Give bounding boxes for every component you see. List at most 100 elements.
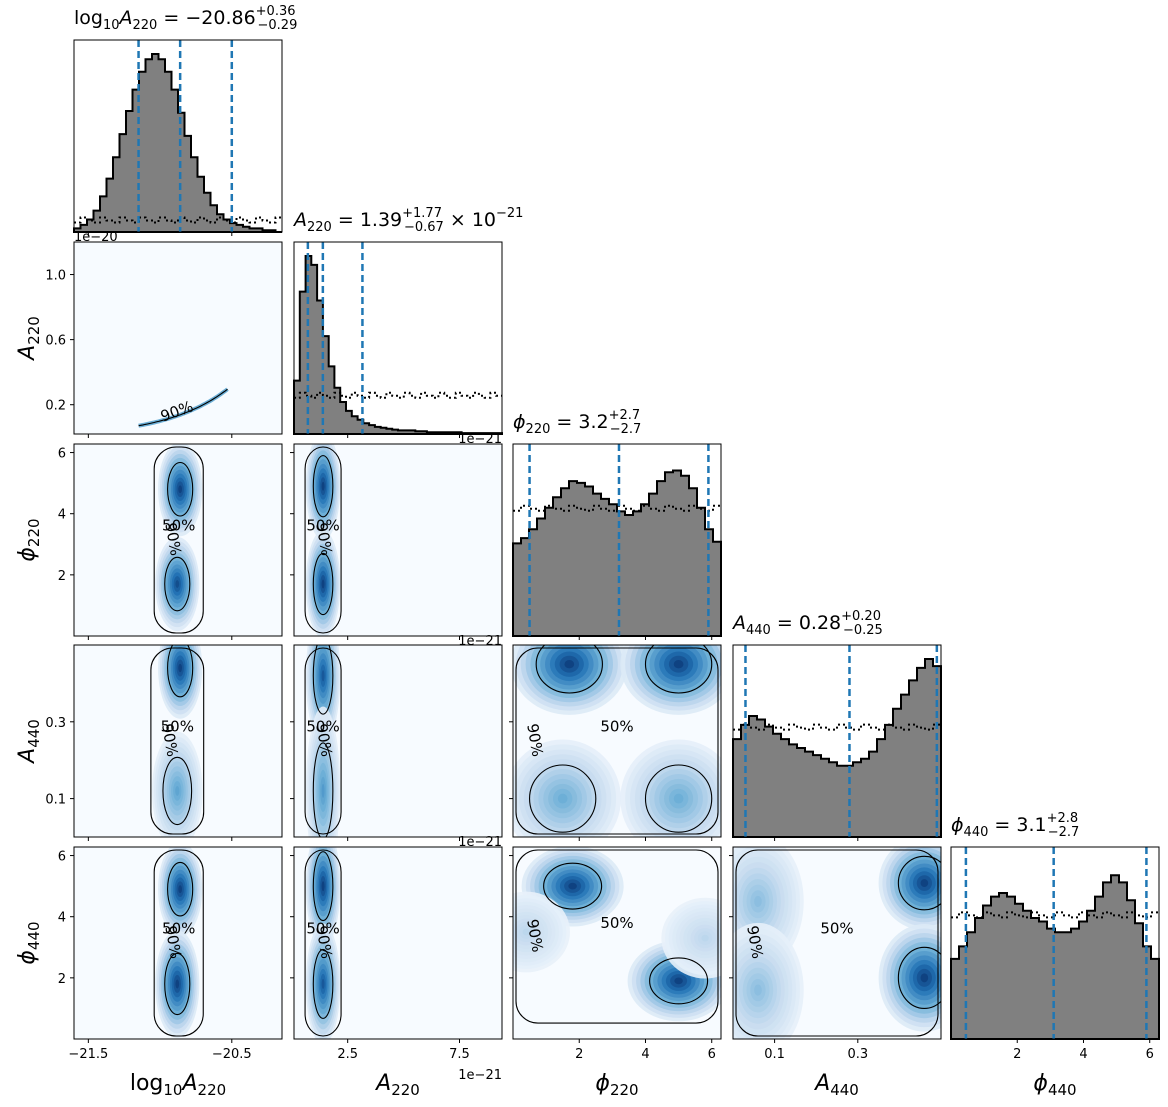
contour-50 [312, 851, 334, 922]
density-layer [920, 973, 929, 983]
panel-frame [950, 846, 1160, 1040]
y-axis-label: A440 [15, 719, 43, 765]
density-map [304, 444, 342, 636]
contour-50 [529, 764, 597, 833]
contour-90 [304, 849, 342, 1037]
contour-50 [164, 952, 191, 1016]
y-tick-label: 4 [58, 911, 66, 926]
contour-label-90: 90% [161, 924, 185, 960]
density-layer [754, 895, 762, 908]
y-tick-label: 0.6 [45, 334, 66, 349]
contour-50 [167, 645, 194, 698]
x-tick-label: 2 [575, 1047, 583, 1062]
panel-frame [73, 644, 283, 838]
contour-50 [897, 946, 941, 1009]
density-layer [321, 881, 325, 892]
prior-histogram [74, 216, 282, 224]
contour-90 [515, 849, 719, 1024]
contour-50 [167, 861, 194, 917]
x-tick-label: −20.5 [212, 1047, 252, 1062]
panel-frame [293, 644, 503, 838]
panel-frame [732, 644, 942, 838]
density-layer [175, 979, 180, 989]
x-tick-label: 6 [1146, 1047, 1154, 1062]
panel-frame [293, 443, 503, 637]
panel-title: log10A220 = −20.86+0.36 −0.29 [74, 4, 297, 33]
density-map [733, 847, 941, 1039]
y-axis-label: ϕ220 [15, 518, 43, 561]
density-map [138, 387, 229, 428]
contour-50 [312, 742, 334, 837]
x-tick-label: −21.5 [68, 1047, 108, 1062]
contour-label-90: 90% [161, 521, 185, 557]
density-layer [557, 793, 568, 804]
contour-90 [150, 647, 205, 835]
y-tick-label: 4 [58, 508, 66, 523]
density-layer [564, 659, 575, 669]
contour-label-90: 90% [743, 924, 767, 960]
density-map [153, 444, 204, 634]
contour-label-90: 90% [523, 918, 547, 954]
contour-50 [644, 764, 713, 833]
contour-label-50: 50% [161, 718, 194, 736]
contour-label-90: 90% [312, 722, 336, 758]
contour-90 [304, 647, 342, 835]
density-layer [178, 485, 182, 494]
y-axis-label: ϕ440 [15, 921, 43, 964]
x-tick-label: 0.1 [764, 1047, 785, 1062]
x-tick-label: 7.5 [449, 1047, 470, 1062]
x-axis-label: ϕ220 [595, 1071, 638, 1099]
prior-histogram [733, 723, 941, 731]
x-axis-label: A220 [374, 1071, 420, 1099]
density-map [304, 645, 342, 837]
contour-50 [164, 556, 191, 612]
panel-frame [73, 846, 283, 1040]
x-tick-label: 4 [641, 1047, 649, 1062]
panel-frame [73, 39, 283, 233]
contour-50 [162, 756, 193, 826]
density-layer [522, 928, 530, 936]
density-layer [175, 785, 180, 796]
posterior-histogram [73, 53, 282, 233]
contour-50 [312, 949, 334, 1019]
contour-label-50: 50% [600, 914, 633, 932]
contour-50 [312, 455, 334, 518]
panel-frame [512, 644, 722, 838]
offset-text: 1e−20 [74, 230, 118, 245]
contour-label-50: 50% [306, 920, 339, 938]
contour-90 [153, 446, 204, 634]
density-layer [321, 670, 325, 682]
x-axis-label: ϕ440 [1033, 1071, 1076, 1099]
x-axis-label: log10A220 [130, 1071, 226, 1099]
density-map [513, 847, 721, 1024]
prior-histogram [951, 911, 1159, 919]
panel-title: ϕ220 = 3.2+2.7 −2.7 [513, 408, 641, 437]
panel-title: ϕ440 = 3.1+2.8 −2.7 [951, 811, 1079, 840]
x-axis-label: A440 [813, 1071, 859, 1099]
posterior-histogram [512, 469, 722, 637]
density-layer [321, 978, 325, 990]
density-layer [674, 977, 683, 985]
contour-label-50: 50% [162, 920, 195, 938]
prior-histogram [513, 504, 721, 512]
contour-90 [138, 388, 228, 427]
panel-background [74, 242, 282, 434]
density-layer [175, 580, 180, 588]
contour-label-90: 90% [312, 521, 336, 557]
density-layer [568, 882, 577, 890]
offset-text: 1e−21 [458, 634, 502, 649]
x-tick-label: 0.3 [847, 1047, 868, 1062]
offset-text: 1e−21 [458, 432, 502, 447]
panel-title: A440 = 0.28+0.20 −0.25 [731, 609, 883, 638]
panel-frame [73, 443, 283, 637]
density-layer [920, 879, 929, 887]
y-tick-label: 6 [58, 850, 66, 865]
panel-frame [293, 846, 503, 1040]
posterior-histogram [950, 874, 1160, 1040]
contour-50 [535, 645, 603, 694]
contour-label-90: 90% [523, 722, 547, 758]
panel-title: A220 = 1.39+1.77 −0.67 × 10−21 [292, 206, 523, 235]
contour-90 [304, 446, 342, 634]
contour-label-50: 50% [162, 517, 195, 535]
